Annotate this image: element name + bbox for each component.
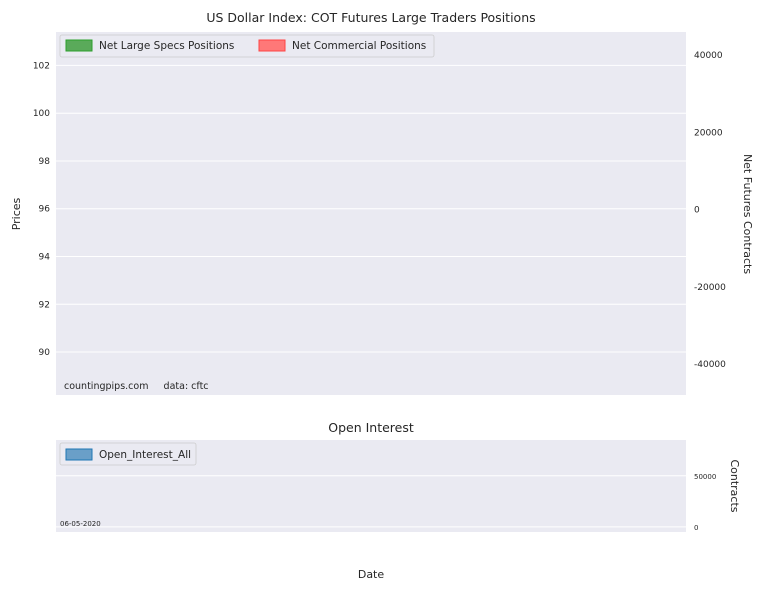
chart-title: US Dollar Index: COT Futures Large Trade… — [206, 10, 535, 25]
y-axis-label-prices: Prices — [10, 197, 23, 230]
source-annotation: countingpips.com data: cftc — [64, 381, 209, 392]
legend-swatch-open-interest — [65, 448, 93, 461]
price-tick-label-4: 98 — [39, 157, 51, 167]
contracts-tick-label-0: 50000 — [694, 473, 716, 481]
price-panel-background — [56, 32, 686, 395]
open-interest-y-ticks: 50000 0 — [694, 473, 716, 532]
legend-swatch-large-specs — [65, 39, 93, 52]
contracts-tick-label-1: 0 — [694, 524, 698, 532]
price-tick-label-6: 102 — [33, 61, 50, 71]
date-annotation: 06-05-2020 — [60, 520, 101, 528]
net-contracts-tick-label-3: -20000 — [694, 283, 726, 293]
open-interest-grid — [0, 440, 686, 532]
price-panel-grid — [0, 32, 686, 395]
y-axis-label-net-contracts: Net Futures Contracts — [741, 154, 754, 274]
price-tick-label-1: 92 — [39, 300, 50, 310]
legend-label-open-interest: Open_Interest_All — [99, 449, 191, 461]
open-interest-legend: Open_Interest_All — [59, 442, 197, 466]
price-tick-label-2: 94 — [39, 252, 51, 262]
net-contracts-tick-label-2: 0 — [694, 206, 700, 216]
price-tick-label-5: 100 — [33, 109, 50, 119]
legend-label-large-specs: Net Large Specs Positions — [99, 40, 234, 52]
y-axis-label-contracts: Contracts — [728, 459, 741, 512]
legend-label-commercial: Net Commercial Positions — [292, 40, 426, 52]
right-y-ticks: 40000 20000 0 -20000 -40000 — [694, 51, 726, 370]
net-contracts-tick-label-0: 40000 — [694, 51, 723, 61]
price-tick-label-3: 96 — [39, 205, 51, 215]
price-tick-label-0: 90 — [39, 348, 51, 358]
left-y-ticks: 90 92 94 96 98 100 102 — [33, 61, 50, 358]
open-interest-title: Open Interest — [328, 420, 414, 435]
legend-box — [59, 34, 435, 58]
net-contracts-tick-label-4: -40000 — [694, 360, 726, 370]
price-panel-legend: Net Large Specs Positions Net Commercial… — [59, 34, 435, 58]
x-axis-label-date: Date — [358, 568, 385, 581]
legend-box-open-interest — [59, 442, 197, 466]
legend-swatch-commercial — [258, 39, 286, 52]
net-contracts-tick-label-1: 20000 — [694, 128, 723, 138]
